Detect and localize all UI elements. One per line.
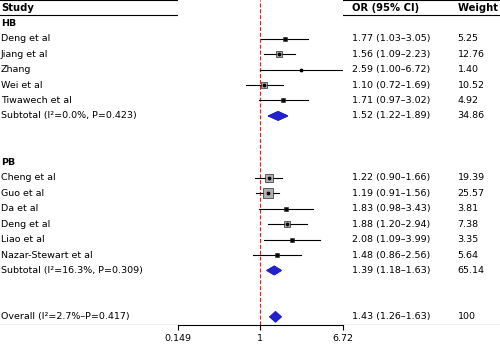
Text: 5.25: 5.25 bbox=[458, 34, 478, 43]
Text: 1.40: 1.40 bbox=[458, 65, 478, 74]
Point bbox=[264, 175, 272, 180]
Point bbox=[260, 82, 268, 88]
Text: 7.38: 7.38 bbox=[458, 220, 478, 229]
Text: Zhang: Zhang bbox=[1, 65, 32, 74]
Text: OR (95% CI): OR (95% CI) bbox=[352, 3, 420, 13]
Text: 25.57: 25.57 bbox=[458, 189, 484, 198]
Text: Liao et al: Liao et al bbox=[1, 235, 44, 244]
Text: 1.10 (0.72–1.69): 1.10 (0.72–1.69) bbox=[352, 81, 431, 89]
Text: Jiang et al: Jiang et al bbox=[1, 50, 48, 59]
Text: 1.56 (1.09–2.23): 1.56 (1.09–2.23) bbox=[352, 50, 431, 59]
Text: 1.52 (1.22–1.89): 1.52 (1.22–1.89) bbox=[352, 111, 431, 120]
Text: 1.19 (0.91–1.56): 1.19 (0.91–1.56) bbox=[352, 189, 431, 198]
Point bbox=[264, 191, 272, 196]
Text: Study: Study bbox=[1, 3, 34, 13]
Point bbox=[288, 237, 296, 242]
Text: 1.22 (0.90–1.66): 1.22 (0.90–1.66) bbox=[352, 173, 431, 182]
Point bbox=[282, 206, 290, 211]
Text: 5.64: 5.64 bbox=[458, 251, 478, 260]
Text: 19.39: 19.39 bbox=[458, 173, 484, 182]
Text: 3.81: 3.81 bbox=[458, 204, 478, 213]
Point bbox=[280, 36, 288, 42]
Text: HB: HB bbox=[1, 19, 16, 28]
Text: Tiwawech et al: Tiwawech et al bbox=[1, 96, 72, 105]
Text: Deng et al: Deng et al bbox=[1, 34, 50, 43]
Polygon shape bbox=[268, 112, 287, 120]
Text: 1.48 (0.86–2.56): 1.48 (0.86–2.56) bbox=[352, 251, 431, 260]
Point bbox=[284, 221, 292, 227]
Polygon shape bbox=[267, 266, 281, 275]
Text: 100: 100 bbox=[458, 312, 475, 321]
Text: 1.88 (1.20–2.94): 1.88 (1.20–2.94) bbox=[352, 220, 431, 229]
Point bbox=[297, 67, 305, 72]
Text: Cheng et al: Cheng et al bbox=[1, 173, 56, 182]
Text: Wei et al: Wei et al bbox=[1, 81, 42, 89]
Text: Tiwawech et al: Tiwawech et al bbox=[1, 96, 72, 105]
Point bbox=[275, 51, 283, 57]
Text: Deng et al: Deng et al bbox=[1, 34, 50, 43]
Text: Deng et al: Deng et al bbox=[1, 220, 50, 229]
Text: Subtotal (I²=0.0%, P=0.423): Subtotal (I²=0.0%, P=0.423) bbox=[1, 111, 137, 120]
Text: 34.86: 34.86 bbox=[458, 111, 484, 120]
Text: Subtotal (I²=16.3%, P=0.309): Subtotal (I²=16.3%, P=0.309) bbox=[1, 266, 143, 275]
Text: 1.71 (0.97–3.02): 1.71 (0.97–3.02) bbox=[352, 96, 431, 105]
Point bbox=[297, 67, 305, 72]
Text: Tiwawech et al: Tiwawech et al bbox=[1, 96, 72, 105]
Point bbox=[273, 252, 281, 258]
Text: Zhang: Zhang bbox=[1, 65, 32, 74]
Text: Liao et al: Liao et al bbox=[1, 235, 44, 244]
Text: Da et al: Da et al bbox=[1, 204, 38, 213]
Text: 1.43 (1.26–1.63): 1.43 (1.26–1.63) bbox=[352, 312, 431, 321]
Point bbox=[288, 237, 296, 242]
Text: Liao et al: Liao et al bbox=[1, 235, 44, 244]
Text: 12.76: 12.76 bbox=[458, 50, 484, 59]
Point bbox=[264, 191, 272, 196]
Text: 2.08 (1.09–3.99): 2.08 (1.09–3.99) bbox=[352, 235, 431, 244]
Text: Overall (I²=2.7%–P=0.417): Overall (I²=2.7%–P=0.417) bbox=[1, 312, 130, 321]
Text: Deng et al: Deng et al bbox=[1, 220, 50, 229]
Text: Deng et al: Deng et al bbox=[1, 34, 50, 43]
Text: 1.83 (0.98–3.43): 1.83 (0.98–3.43) bbox=[352, 204, 431, 213]
Point bbox=[264, 175, 272, 180]
Text: 65.14: 65.14 bbox=[458, 266, 484, 275]
Text: Cheng et al: Cheng et al bbox=[1, 173, 56, 182]
Text: Guo et al: Guo et al bbox=[1, 189, 44, 198]
Point bbox=[279, 98, 287, 103]
Point bbox=[275, 51, 283, 57]
Text: 4.92: 4.92 bbox=[458, 96, 478, 105]
Text: 1.39 (1.18–1.63): 1.39 (1.18–1.63) bbox=[352, 266, 431, 275]
Point bbox=[282, 206, 290, 211]
Text: Da et al: Da et al bbox=[1, 204, 38, 213]
Point bbox=[260, 82, 268, 88]
Text: Da et al: Da et al bbox=[1, 204, 38, 213]
Text: Deng et al: Deng et al bbox=[1, 220, 50, 229]
Text: Nazar-Stewart et al: Nazar-Stewart et al bbox=[1, 251, 92, 260]
Text: 2.59 (1.00–6.72): 2.59 (1.00–6.72) bbox=[352, 65, 431, 74]
Text: Nazar-Stewart et al: Nazar-Stewart et al bbox=[1, 251, 92, 260]
Text: Guo et al: Guo et al bbox=[1, 189, 44, 198]
Text: Jiang et al: Jiang et al bbox=[1, 50, 48, 59]
Text: Wei et al: Wei et al bbox=[1, 81, 42, 89]
Point bbox=[280, 36, 288, 42]
Point bbox=[273, 252, 281, 258]
Text: Wei et al: Wei et al bbox=[1, 81, 42, 89]
Text: Cheng et al: Cheng et al bbox=[1, 173, 56, 182]
Text: 1.77 (1.03–3.05): 1.77 (1.03–3.05) bbox=[352, 34, 431, 43]
Text: 3.35: 3.35 bbox=[458, 235, 479, 244]
Text: Weight (%): Weight (%) bbox=[458, 3, 500, 13]
Text: 10.52: 10.52 bbox=[458, 81, 484, 89]
Point bbox=[279, 98, 287, 103]
Point bbox=[284, 221, 292, 227]
Text: PB: PB bbox=[1, 158, 15, 167]
Polygon shape bbox=[270, 312, 281, 322]
Text: Guo et al: Guo et al bbox=[1, 189, 44, 198]
Text: Zhang: Zhang bbox=[1, 65, 32, 74]
Text: Nazar-Stewart et al: Nazar-Stewart et al bbox=[1, 251, 92, 260]
Text: Jiang et al: Jiang et al bbox=[1, 50, 48, 59]
